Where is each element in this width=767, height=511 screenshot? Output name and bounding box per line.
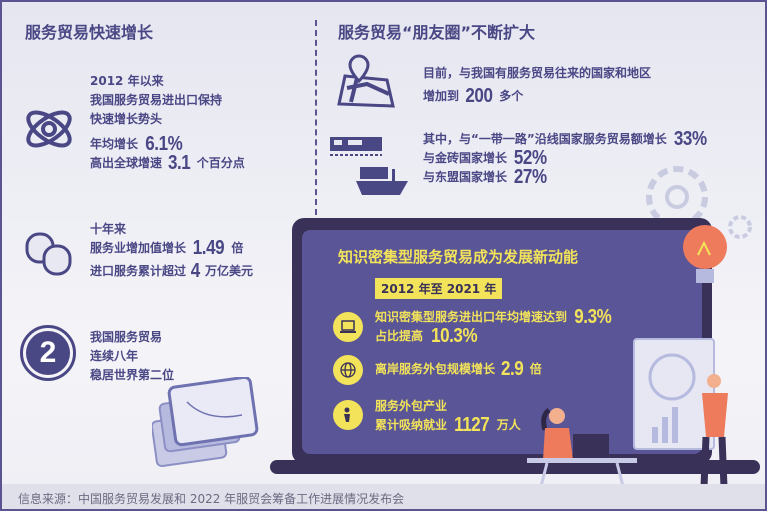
worker-icon: [333, 400, 363, 430]
text-line: 2012 年以来: [90, 74, 164, 88]
stat-value: 10.3%: [431, 325, 478, 347]
stat-line: 进口服务累计超过 4 万亿美元: [90, 260, 254, 282]
globe-icon: [333, 355, 363, 385]
stat-value: 1.49: [192, 237, 225, 259]
label: 增加到: [423, 89, 460, 103]
label: 倍: [529, 362, 542, 376]
train-ship-icon: [330, 137, 408, 195]
woman-laptop-illustration: [527, 408, 637, 502]
stat-value: 6.1%: [145, 133, 183, 155]
presenter-board-illustration: [633, 338, 728, 488]
left-block1-text: 2012 年以来 我国服务贸易进出口保持 快速增长势头 年均增长 6.1% 高出…: [90, 72, 245, 173]
laptop-wifi-icon: [333, 312, 363, 342]
period-label: 2012 年至 2021 年: [375, 278, 503, 299]
stat-value: 52%: [514, 147, 547, 169]
text-line: 我国服务贸易进出口保持: [90, 93, 223, 107]
stat-line: 增加到 200 多个: [423, 85, 651, 107]
label: 离岸服务外包规模增长: [375, 362, 496, 376]
stat-value: 3.1: [168, 152, 191, 174]
left-title: 服务贸易快速增长: [25, 23, 154, 42]
stat-line: 占比提高 10.3%: [375, 325, 615, 347]
text-line: 十年来: [90, 222, 127, 236]
left-block2-text: 十年来 服务业增加值增长 1.49 倍 进口服务累计超过 4 万亿美元: [90, 220, 253, 281]
right-block2-text: 其中，与“一带一路”沿线国家服务贸易额增长 33% 与金砖国家增长 52% 与东…: [423, 128, 710, 188]
label: 进口服务累计超过: [90, 264, 187, 278]
stat-value: 33%: [673, 128, 707, 150]
label: 个百分点: [196, 156, 245, 170]
label: 多个: [499, 89, 524, 103]
section-divider: [315, 20, 317, 215]
text-line: 稳居世界第二位: [90, 368, 175, 382]
right-title: 服务贸易“朋友圈”不断扩大: [338, 23, 536, 42]
label: 高出全球增速: [90, 156, 163, 170]
label: 万亿美元: [205, 264, 254, 278]
left-block3-text: 我国服务贸易 连续八年 稳居世界第二位: [90, 328, 174, 385]
atom-icon: [26, 110, 72, 148]
gear-icon: [646, 166, 752, 239]
text-line: 我国服务贸易: [90, 330, 163, 344]
stat-value: 27%: [514, 166, 547, 188]
chart-cards-illustration: [152, 377, 259, 468]
text-line: 服务外包产业: [375, 399, 448, 413]
label: 倍: [231, 241, 244, 255]
coins-icon: [25, 232, 72, 276]
stat-line: 服务业增加值增长 1.49 倍: [90, 237, 253, 259]
footer-bar: [2, 484, 765, 509]
rank-badge: 2: [20, 325, 76, 381]
stat-line: 高出全球增速 3.1 个百分点: [90, 152, 245, 174]
right-block1-text: 目前，与我国有服务贸易往来的国家和地区 增加到 200 多个: [423, 64, 651, 106]
stat-line: 年均增长 6.1%: [90, 133, 245, 155]
stat-line: 知识密集型服务进出口年均增速达到 9.3%: [375, 306, 615, 328]
stat-line: 其中，与“一带一路”沿线国家服务贸易额增长 33%: [423, 128, 710, 150]
label: 与金砖国家增长: [423, 151, 508, 165]
source-note: 信息来源：中国服务贸易发展和 2022 年服贸会筹备工作进展情况发布会: [18, 492, 405, 506]
stat-value: 4: [191, 260, 201, 282]
screen-item1: 知识密集型服务进出口年均增速达到 9.3% 占比提高 10.3%: [375, 306, 615, 347]
map-pin-icon: [337, 54, 395, 108]
stat-line: 累计吸纳就业 1127 万人: [375, 414, 521, 436]
text-line: 快速增长势头: [90, 112, 163, 126]
stat-value: 1127: [454, 414, 490, 436]
text-line: 目前，与我国有服务贸易往来的国家和地区: [423, 66, 652, 80]
label: 知识密集型服务进出口年均增速达到: [375, 310, 568, 324]
screen-item2: 离岸服务外包规模增长 2.9 倍: [375, 358, 542, 380]
stat-value: 9.3%: [574, 306, 612, 328]
label: 累计吸纳就业: [375, 418, 448, 432]
label: 万人: [496, 418, 521, 432]
monitor-stand: [270, 460, 760, 474]
rank-number: 2: [26, 331, 70, 375]
stat-line: 与东盟国家增长 27%: [423, 166, 710, 188]
stat-value: 200: [465, 85, 494, 107]
stat-value: 2.9: [501, 358, 524, 380]
label: 其中，与“一带一路”沿线国家服务贸易额增长: [423, 132, 667, 146]
stat-line: 与金砖国家增长 52%: [423, 147, 710, 169]
label: 服务业增加值增长: [90, 241, 187, 255]
screen-item3: 服务外包产业 累计吸纳就业 1127 万人: [375, 397, 521, 435]
screen-title: 知识密集型服务贸易成为发展新动能: [338, 248, 579, 266]
lightbulb-icon: [683, 225, 727, 283]
label: 占比提高: [375, 329, 424, 343]
label: 年均增长: [90, 137, 139, 151]
label: 与东盟国家增长: [423, 170, 508, 184]
text-line: 连续八年: [90, 349, 139, 363]
